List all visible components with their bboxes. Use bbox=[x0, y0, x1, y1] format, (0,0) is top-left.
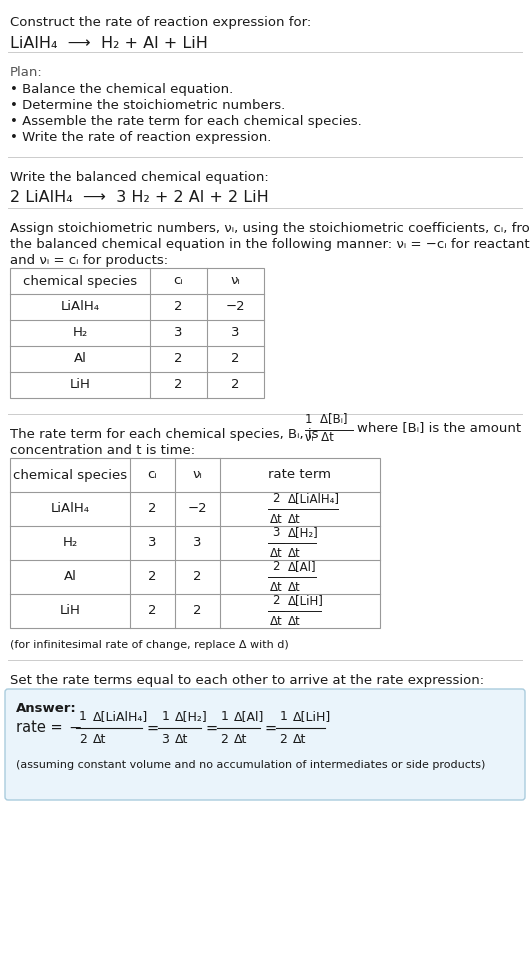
Text: H₂: H₂ bbox=[63, 537, 77, 549]
Text: −: − bbox=[68, 720, 82, 736]
Text: Δt: Δt bbox=[175, 733, 189, 746]
Text: =: = bbox=[205, 720, 217, 736]
Text: 2: 2 bbox=[272, 560, 280, 573]
Text: Δt: Δt bbox=[270, 615, 282, 628]
Text: cᵢ: cᵢ bbox=[174, 274, 183, 288]
Text: Δt: Δt bbox=[93, 733, 107, 746]
Text: Assign stoichiometric numbers, νᵢ, using the stoichiometric coefficients, cᵢ, fr: Assign stoichiometric numbers, νᵢ, using… bbox=[10, 222, 530, 235]
Text: 2: 2 bbox=[279, 733, 287, 746]
Text: Construct the rate of reaction expression for:: Construct the rate of reaction expressio… bbox=[10, 16, 311, 29]
Text: Δ[Al]: Δ[Al] bbox=[288, 560, 316, 573]
Bar bbox=[10, 458, 380, 628]
Text: −2: −2 bbox=[226, 301, 245, 313]
Text: Δ[LiAlH₄]: Δ[LiAlH₄] bbox=[93, 710, 148, 723]
Text: 1: 1 bbox=[220, 710, 228, 723]
Text: H₂: H₂ bbox=[73, 327, 87, 340]
Text: the balanced chemical equation in the following manner: νᵢ = −cᵢ for reactants: the balanced chemical equation in the fo… bbox=[10, 238, 530, 251]
Text: Δt: Δt bbox=[270, 547, 282, 560]
Text: 1: 1 bbox=[161, 710, 169, 723]
Bar bbox=[10, 268, 264, 398]
Text: Write the balanced chemical equation:: Write the balanced chemical equation: bbox=[10, 171, 269, 184]
Text: Δ[LiH]: Δ[LiH] bbox=[288, 594, 324, 607]
Text: Δ[H₂]: Δ[H₂] bbox=[288, 526, 319, 539]
Text: LiAlH₄  ⟶  H₂ + Al + LiH: LiAlH₄ ⟶ H₂ + Al + LiH bbox=[10, 36, 208, 51]
Text: LiAlH₄: LiAlH₄ bbox=[50, 503, 90, 515]
Text: νᵢ  Δt: νᵢ Δt bbox=[305, 431, 334, 444]
Text: Δt: Δt bbox=[288, 547, 301, 560]
Text: 3: 3 bbox=[231, 327, 240, 340]
Text: 2: 2 bbox=[231, 352, 240, 365]
Text: • Write the rate of reaction expression.: • Write the rate of reaction expression. bbox=[10, 131, 271, 144]
Text: Plan:: Plan: bbox=[10, 66, 43, 79]
Text: • Determine the stoichiometric numbers.: • Determine the stoichiometric numbers. bbox=[10, 99, 285, 112]
Text: Δt: Δt bbox=[293, 733, 306, 746]
Text: 2: 2 bbox=[272, 594, 280, 607]
Text: The rate term for each chemical species, Bᵢ, is: The rate term for each chemical species,… bbox=[10, 428, 319, 441]
Text: 2: 2 bbox=[148, 604, 157, 618]
Text: 2: 2 bbox=[272, 492, 280, 505]
Text: 2: 2 bbox=[220, 733, 228, 746]
Text: Δ[Al]: Δ[Al] bbox=[234, 710, 264, 723]
Text: 1: 1 bbox=[279, 710, 287, 723]
Text: Δt: Δt bbox=[288, 581, 301, 594]
Text: 3: 3 bbox=[193, 537, 202, 549]
Text: νᵢ: νᵢ bbox=[192, 468, 202, 481]
Text: 2: 2 bbox=[79, 733, 87, 746]
Text: rate term: rate term bbox=[269, 468, 331, 481]
Text: −2: −2 bbox=[188, 503, 207, 515]
Text: 2: 2 bbox=[174, 352, 183, 365]
Text: Δt: Δt bbox=[234, 733, 248, 746]
Text: 2 LiAlH₄  ⟶  3 H₂ + 2 Al + 2 LiH: 2 LiAlH₄ ⟶ 3 H₂ + 2 Al + 2 LiH bbox=[10, 190, 269, 205]
Text: concentration and t is time:: concentration and t is time: bbox=[10, 444, 195, 457]
Text: 2: 2 bbox=[193, 604, 202, 618]
Text: and νᵢ = cᵢ for products:: and νᵢ = cᵢ for products: bbox=[10, 254, 168, 267]
Text: Δ[H₂]: Δ[H₂] bbox=[175, 710, 208, 723]
Text: =: = bbox=[264, 720, 276, 736]
Text: 1  Δ[Bᵢ]: 1 Δ[Bᵢ] bbox=[305, 412, 348, 425]
Text: (for infinitesimal rate of change, replace Δ with d): (for infinitesimal rate of change, repla… bbox=[10, 640, 289, 650]
Text: where [Bᵢ] is the amount: where [Bᵢ] is the amount bbox=[357, 422, 521, 434]
Text: (assuming constant volume and no accumulation of intermediates or side products): (assuming constant volume and no accumul… bbox=[16, 760, 485, 770]
Text: chemical species: chemical species bbox=[13, 468, 127, 481]
Text: =: = bbox=[146, 720, 158, 736]
Text: Δ[LiAlH₄]: Δ[LiAlH₄] bbox=[288, 492, 340, 505]
Text: 3: 3 bbox=[148, 537, 157, 549]
Text: 2: 2 bbox=[231, 379, 240, 391]
Text: Δt: Δt bbox=[270, 581, 282, 594]
Text: 2: 2 bbox=[174, 301, 183, 313]
Text: Δt: Δt bbox=[288, 513, 301, 526]
Text: νᵢ: νᵢ bbox=[231, 274, 241, 288]
Text: Set the rate terms equal to each other to arrive at the rate expression:: Set the rate terms equal to each other t… bbox=[10, 674, 484, 687]
Text: Δt: Δt bbox=[288, 615, 301, 628]
Text: LiAlH₄: LiAlH₄ bbox=[60, 301, 100, 313]
Text: • Assemble the rate term for each chemical species.: • Assemble the rate term for each chemic… bbox=[10, 115, 362, 128]
Text: 2: 2 bbox=[174, 379, 183, 391]
Text: Al: Al bbox=[74, 352, 86, 365]
Text: chemical species: chemical species bbox=[23, 274, 137, 288]
Text: 2: 2 bbox=[148, 503, 157, 515]
Text: 2: 2 bbox=[193, 571, 202, 584]
Text: 3: 3 bbox=[272, 526, 280, 539]
Text: Answer:: Answer: bbox=[16, 702, 77, 715]
Text: • Balance the chemical equation.: • Balance the chemical equation. bbox=[10, 83, 233, 96]
Text: 3: 3 bbox=[161, 733, 169, 746]
Text: LiH: LiH bbox=[59, 604, 81, 618]
Text: cᵢ: cᵢ bbox=[148, 468, 157, 481]
Text: 3: 3 bbox=[174, 327, 183, 340]
FancyBboxPatch shape bbox=[5, 689, 525, 800]
Text: Δ[LiH]: Δ[LiH] bbox=[293, 710, 331, 723]
Text: LiH: LiH bbox=[69, 379, 91, 391]
Text: Al: Al bbox=[64, 571, 76, 584]
Text: rate =: rate = bbox=[16, 720, 67, 736]
Text: 1: 1 bbox=[79, 710, 87, 723]
Text: 2: 2 bbox=[148, 571, 157, 584]
Text: Δt: Δt bbox=[270, 513, 282, 526]
